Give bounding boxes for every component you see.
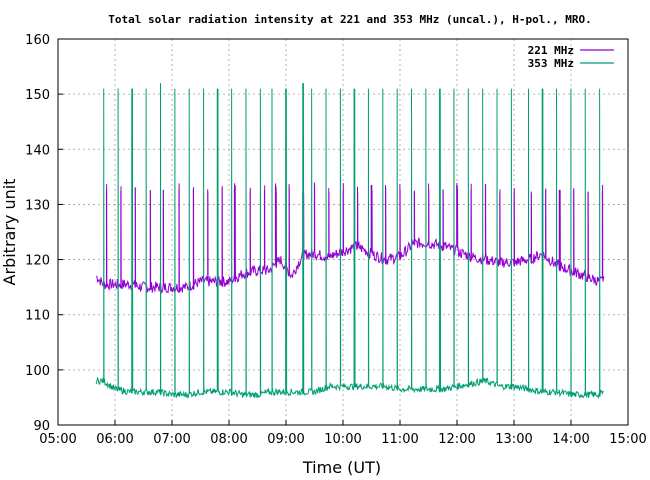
y-axis-label: Arbitrary unit — [0, 179, 19, 286]
x-tick-label: 06:00 — [96, 432, 133, 447]
x-tick-label: 10:00 — [324, 432, 361, 447]
series-line-353-mhz — [95, 83, 604, 400]
chart-title: Total solar radiation intensity at 221 a… — [108, 13, 591, 26]
x-tick-label: 15:00 — [609, 432, 646, 447]
y-tick-label: 150 — [25, 88, 50, 103]
y-tick-label: 120 — [25, 254, 50, 269]
y-tick-label: 160 — [25, 33, 50, 48]
y-tick-label: 100 — [25, 364, 50, 379]
series-line-221-mhz — [96, 182, 605, 294]
x-tick-label: 09:00 — [267, 432, 304, 447]
legend-label: 221 MHz — [528, 44, 574, 57]
y-tick-label: 90 — [33, 419, 50, 434]
y-tick-label: 140 — [25, 143, 50, 158]
plot-frame — [57, 38, 629, 426]
y-tick-label: 110 — [25, 309, 50, 324]
x-tick-label: 11:00 — [381, 432, 418, 447]
x-tick-label: 08:00 — [210, 432, 247, 447]
x-tick-label: 13:00 — [495, 432, 532, 447]
series-group — [95, 83, 605, 400]
legend-label: 353 MHz — [528, 57, 574, 70]
x-tick-label: 14:00 — [552, 432, 589, 447]
x-tick-label: 05:00 — [39, 432, 76, 447]
x-tick-label: 12:00 — [438, 432, 475, 447]
y-tick-label: 130 — [25, 198, 50, 213]
x-tick-label: 07:00 — [153, 432, 190, 447]
x-axis-label: Time (UT) — [302, 458, 381, 477]
axes: 05:00 06:00 07:00 08:00 09:00 10:00 11:00 12:00… — [25, 33, 647, 447]
